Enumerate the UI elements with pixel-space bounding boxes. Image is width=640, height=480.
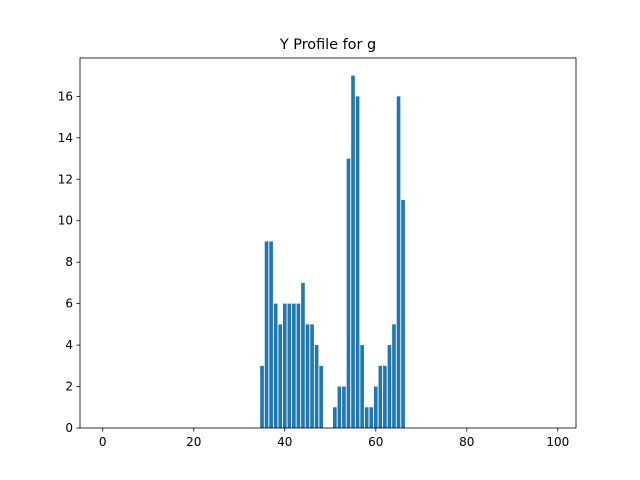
y-tick-label: 10 <box>58 214 73 228</box>
bar-x-36 <box>264 241 269 428</box>
y-tick-label: 12 <box>58 172 73 186</box>
bar-x-45 <box>305 324 310 428</box>
y-tick-label: 14 <box>58 131 73 145</box>
x-tick-label: 80 <box>459 435 474 449</box>
bar-x-61 <box>378 365 383 428</box>
y-tick-label: 4 <box>65 338 73 352</box>
y-tick-label: 8 <box>65 255 73 269</box>
bar-x-37 <box>269 241 273 428</box>
bar-x-46 <box>310 324 314 428</box>
y-tick-label: 0 <box>65 421 73 435</box>
bar-x-55 <box>351 75 355 428</box>
y-axis: 0 2 4 6 8 10 12 14 16 <box>58 89 80 435</box>
bar-x-59 <box>369 407 374 428</box>
bar-x-60 <box>373 386 378 428</box>
bar-x-52 <box>337 386 342 428</box>
bar-x-42 <box>292 303 296 428</box>
bar-x-63 <box>387 345 392 428</box>
bar-x-38 <box>273 303 278 428</box>
x-tick-label: 20 <box>186 435 201 449</box>
y-tick-label: 2 <box>65 380 73 394</box>
bar-x-39 <box>278 324 283 428</box>
bar-x-58 <box>364 407 369 428</box>
plot-frame <box>79 57 577 429</box>
chart-title: Y Profile for g <box>279 37 376 53</box>
bars-group <box>260 75 405 428</box>
bar-x-41 <box>287 303 292 428</box>
bar-x-43 <box>296 303 301 428</box>
bar-x-40 <box>282 303 287 428</box>
x-tick-label: 100 <box>546 435 569 449</box>
bar-x-54 <box>346 158 351 428</box>
y-tick-label: 6 <box>65 297 73 311</box>
bar-x-66 <box>401 199 405 428</box>
bar-x-51 <box>333 407 337 428</box>
bar-x-62 <box>383 365 387 428</box>
x-tick-label: 60 <box>368 435 383 449</box>
x-tick-label: 0 <box>99 435 107 449</box>
bar-x-47 <box>314 345 319 428</box>
bar-x-56 <box>355 96 360 428</box>
x-axis: 0 20 40 60 80 100 <box>99 428 569 449</box>
bar-x-35 <box>260 365 264 428</box>
bar-x-48 <box>319 365 323 428</box>
x-tick-label: 40 <box>277 435 292 449</box>
bar-x-44 <box>301 282 305 428</box>
y-tick-label: 16 <box>58 89 73 103</box>
bar-x-57 <box>360 345 364 428</box>
bar-x-53 <box>342 386 346 428</box>
bar-x-64 <box>392 324 396 428</box>
bar-x-65 <box>396 96 401 428</box>
